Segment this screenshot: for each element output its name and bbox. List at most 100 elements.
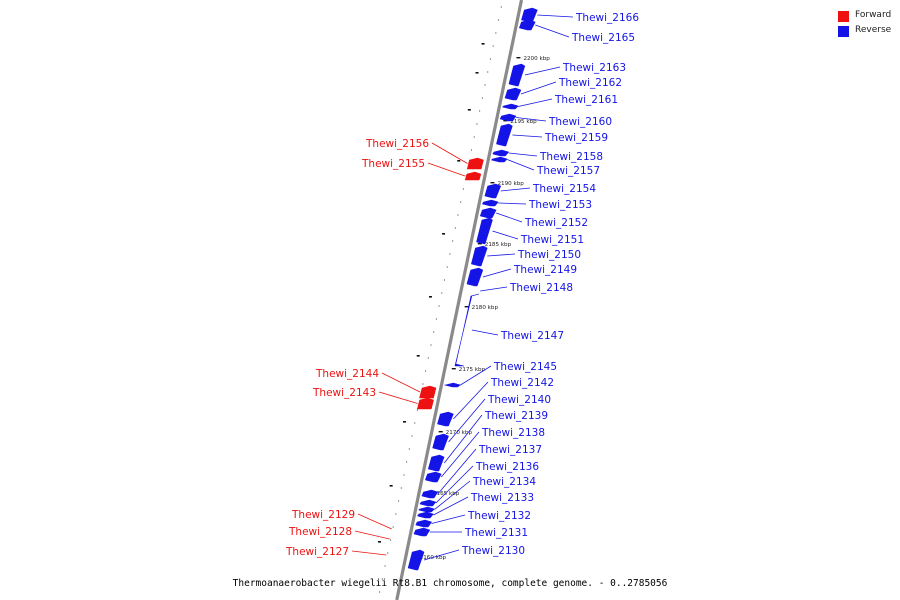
- gene-leader: [498, 202, 527, 205]
- gene-glyph: [476, 217, 493, 245]
- gene-leader: [351, 550, 387, 556]
- scale-tick: [464, 306, 469, 308]
- gene-label: Thewi_2154: [532, 183, 596, 195]
- legend: Forward Reverse: [838, 9, 898, 39]
- gene-leader: [512, 134, 543, 138]
- gene-label: Thewi_2145: [493, 361, 557, 373]
- guide-dot: [492, 45, 494, 47]
- legend-label-forward: Forward: [855, 10, 892, 20]
- gene-glyph: [481, 199, 499, 207]
- scale-tick: [490, 182, 495, 184]
- guide-dot: [446, 266, 448, 268]
- legend-item-forward: Forward: [838, 9, 898, 24]
- gene-leader: [524, 66, 561, 76]
- guide-dot: [379, 591, 381, 593]
- genes: Thewi_2166 Thewi_2165 Thewi_2163 Thewi_2162…: [285, 7, 639, 571]
- guide-dot: [481, 97, 483, 99]
- gene-label: Thewi_2133: [470, 492, 534, 504]
- gene-label: Thewi_2149: [513, 264, 577, 276]
- gene-leader: [480, 286, 508, 292]
- guide-dot: [471, 149, 473, 151]
- gene-glyph: [432, 433, 449, 451]
- guide-dot: [462, 188, 464, 190]
- genome-backbone: [395, 0, 524, 600]
- scale-tick: [451, 368, 456, 370]
- guide-dot: [452, 240, 454, 242]
- gene-label: Thewi_2153: [528, 199, 592, 211]
- guide-dot: [449, 253, 451, 255]
- gene-glyph: [464, 171, 482, 181]
- tick-mark: [457, 160, 461, 162]
- guide-dot: [433, 331, 435, 333]
- guide-dot: [495, 32, 497, 34]
- gene-label: Thewi_2130: [461, 545, 525, 557]
- gene-leader: [496, 212, 523, 223]
- gene-glyph: [416, 511, 434, 519]
- gene-label: Thewi_2143: [312, 387, 376, 399]
- gene-label: Thewi_2162: [558, 77, 622, 89]
- gene-glyph: [508, 63, 526, 87]
- gene-label: Thewi_2151: [520, 234, 584, 246]
- gene-label: Thewi_2132: [467, 510, 531, 522]
- tick-mark: [378, 541, 382, 543]
- gene-leader: [482, 268, 512, 278]
- gene-glyph: [424, 471, 442, 483]
- legend-item-reverse: Reverse: [838, 24, 898, 39]
- gene-label: Thewi_2127: [285, 546, 349, 558]
- gene-leader: [431, 514, 466, 524]
- guide-dot: [476, 123, 478, 125]
- gene-glyph: [470, 245, 488, 267]
- tick-mark: [467, 109, 471, 111]
- gene-label: Thewi_2158: [539, 151, 603, 163]
- gene-glyph: [501, 103, 519, 110]
- gene-leader: [471, 329, 499, 336]
- guide-dot: [435, 318, 437, 320]
- gene-leader: [423, 549, 460, 561]
- guide-dot: [500, 6, 502, 8]
- gene-label: Thewi_2129: [291, 509, 355, 521]
- scale-tick: [438, 431, 443, 433]
- gene-glyph: [490, 156, 508, 163]
- tick-mark: [416, 355, 420, 357]
- scale-label: 2175 kbp: [459, 367, 486, 373]
- gene-glyph: [416, 397, 434, 410]
- guide-dot: [489, 58, 491, 60]
- gene-glyph: [419, 499, 437, 507]
- tick-mark: [442, 233, 446, 235]
- scale-label: 2195 kbp: [510, 119, 537, 125]
- guide-dot: [443, 279, 445, 281]
- gene-label: Thewi_2160: [548, 116, 612, 128]
- gene-glyph: [479, 207, 497, 219]
- gene-label: Thewi_2163: [562, 62, 626, 74]
- gene-label: Thewi_2148: [509, 282, 573, 294]
- tick-mark: [475, 72, 479, 74]
- gene-leader: [507, 159, 535, 171]
- gene-label: Thewi_2157: [536, 165, 600, 177]
- gene-leader: [508, 152, 538, 157]
- guide-dot: [425, 370, 427, 372]
- tick-mark: [389, 485, 393, 487]
- major-ticks: [378, 43, 485, 543]
- guide-dot: [484, 84, 486, 86]
- gene-leader: [437, 448, 477, 495]
- gene-glyph: [454, 293, 479, 367]
- guide-dot: [441, 292, 443, 294]
- gene-leader: [453, 381, 489, 420]
- gene-leader: [537, 14, 574, 18]
- gene-leader: [433, 496, 469, 516]
- guide-dot: [384, 565, 386, 567]
- guide-dot: [392, 526, 394, 528]
- scale-label: 2185 kbp: [485, 242, 512, 248]
- gene-label: Thewi_2166: [575, 12, 639, 24]
- gene-label: Thewi_2140: [487, 394, 551, 406]
- gene-leader: [520, 81, 557, 95]
- gene-leader: [378, 391, 418, 404]
- gene-leader: [518, 98, 553, 107]
- guide-dot: [422, 383, 424, 385]
- gene-glyph: [492, 149, 510, 157]
- guide-dot: [406, 461, 408, 463]
- guide-dot: [389, 539, 391, 541]
- guide-dot: [430, 344, 432, 346]
- guide-dot: [457, 214, 459, 216]
